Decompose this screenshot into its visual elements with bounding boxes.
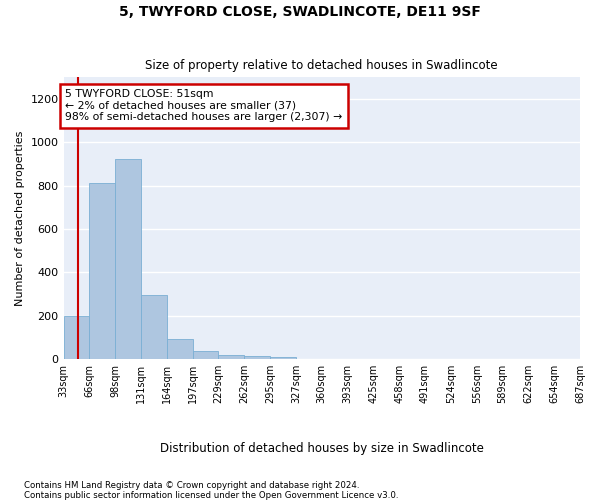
Text: Contains public sector information licensed under the Open Government Licence v3: Contains public sector information licen… <box>24 490 398 500</box>
Bar <box>218 355 244 359</box>
Bar <box>141 294 167 359</box>
Text: 5 TWYFORD CLOSE: 51sqm
← 2% of detached houses are smaller (37)
98% of semi-deta: 5 TWYFORD CLOSE: 51sqm ← 2% of detached … <box>65 89 343 122</box>
X-axis label: Distribution of detached houses by size in Swadlincote: Distribution of detached houses by size … <box>160 442 484 455</box>
Bar <box>193 352 218 359</box>
Bar <box>115 158 141 359</box>
Bar <box>167 339 193 359</box>
Y-axis label: Number of detached properties: Number of detached properties <box>15 130 25 306</box>
Text: Contains HM Land Registry data © Crown copyright and database right 2024.: Contains HM Land Registry data © Crown c… <box>24 480 359 490</box>
Bar <box>244 356 270 359</box>
Title: Size of property relative to detached houses in Swadlincote: Size of property relative to detached ho… <box>145 59 498 72</box>
Bar <box>89 184 115 359</box>
Text: 5, TWYFORD CLOSE, SWADLINCOTE, DE11 9SF: 5, TWYFORD CLOSE, SWADLINCOTE, DE11 9SF <box>119 5 481 19</box>
Bar <box>64 316 89 359</box>
Bar <box>270 356 296 359</box>
